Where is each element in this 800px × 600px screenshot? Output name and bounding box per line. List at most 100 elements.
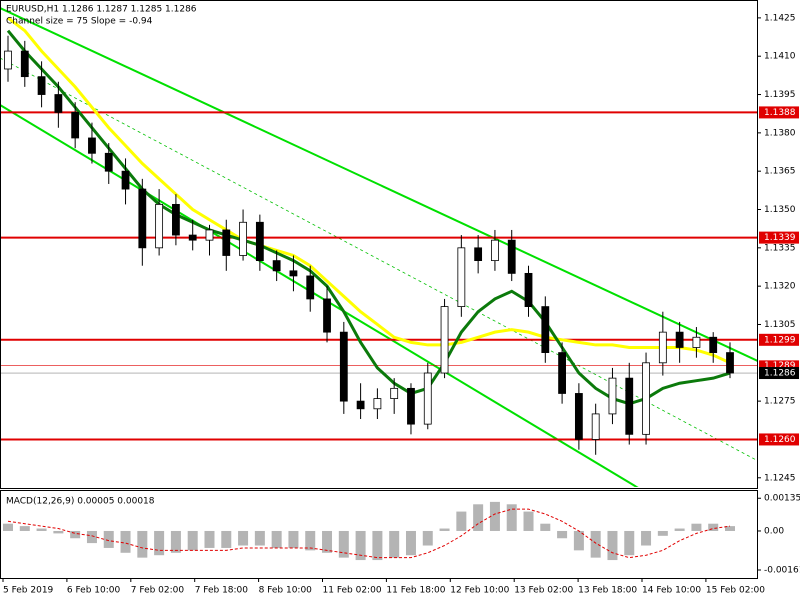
y-tick-label: 1.1245 xyxy=(764,473,796,483)
candle-body xyxy=(272,260,281,272)
candle-body xyxy=(138,188,147,249)
macd-bar xyxy=(422,530,433,546)
candle-body xyxy=(121,170,130,190)
macd-bar xyxy=(506,504,517,531)
candle-body xyxy=(323,298,331,333)
moving-average xyxy=(7,16,731,365)
candle-body xyxy=(172,203,180,236)
candle-body xyxy=(155,203,164,249)
macd-bar xyxy=(154,530,165,556)
candle-body xyxy=(205,229,214,241)
y-tick-label: 1.1320 xyxy=(764,282,796,292)
candle-body xyxy=(675,331,684,348)
x-tick-label: 8 Feb 10:00 xyxy=(259,586,313,596)
x-tick-label: 12 Feb 10:00 xyxy=(450,586,509,596)
candle-body xyxy=(658,331,667,364)
price-frame xyxy=(0,0,758,489)
macd-bar xyxy=(305,530,316,551)
macd-bar xyxy=(573,530,584,551)
candle-body xyxy=(88,137,96,154)
macd-bar xyxy=(120,530,131,553)
macd-bar xyxy=(540,523,551,531)
candle-body xyxy=(507,239,516,274)
candle-body xyxy=(642,362,650,435)
level-label-box xyxy=(759,106,799,119)
macd-title: MACD(12,26,9) 0.00005 0.00018 xyxy=(6,497,155,507)
y-tick-label: 1.1410 xyxy=(764,52,796,62)
candle-body xyxy=(591,413,600,440)
level-label-box xyxy=(759,333,799,346)
chart-subtitle: Channel size = 75 Slope = -0.94 xyxy=(6,17,153,27)
candle-body xyxy=(474,247,483,262)
candle-body xyxy=(373,398,382,410)
y-tick-label: 1.1275 xyxy=(764,397,796,407)
x-tick-label: 11 Feb 02:00 xyxy=(323,586,382,596)
x-tick-label: 14 Feb 10:00 xyxy=(642,586,701,596)
candle-body xyxy=(390,387,399,399)
candle-body xyxy=(608,377,617,415)
candle-body xyxy=(407,387,415,425)
x-tick-label: 15 Feb 02:00 xyxy=(706,586,765,596)
macd-bar xyxy=(674,528,685,531)
macd-bar xyxy=(86,530,97,544)
macd-bar xyxy=(557,530,568,539)
candle-body xyxy=(574,393,583,440)
candle-body xyxy=(423,372,432,425)
candle-body xyxy=(104,152,113,172)
macd-bar xyxy=(641,530,652,546)
y-tick-label: 1.1350 xyxy=(764,205,796,215)
x-tick-label: 6 Feb 10:00 xyxy=(67,586,121,596)
macd-bar xyxy=(624,530,635,556)
x-tick-label: 7 Feb 02:00 xyxy=(131,586,185,596)
candle-body xyxy=(188,234,197,241)
candle-body xyxy=(558,352,566,394)
macd-bar xyxy=(691,523,702,531)
candle-body xyxy=(306,275,315,300)
macd-tick-label: -0.00161 xyxy=(764,566,800,576)
macd-tick-label: 0.00 xyxy=(764,526,784,536)
x-tick-label: 13 Feb 02:00 xyxy=(514,586,573,596)
macd-bar xyxy=(36,528,47,531)
macd-bar xyxy=(70,530,81,539)
candle-body xyxy=(71,112,80,139)
candle-body xyxy=(692,336,701,348)
candle-body xyxy=(440,306,449,374)
y-tick-label: 1.1425 xyxy=(764,13,796,23)
macd-bar xyxy=(590,530,601,558)
candle-body xyxy=(289,270,298,277)
macd-bar xyxy=(288,530,299,548)
candle-body xyxy=(20,50,29,78)
x-tick-label: 13 Feb 18:00 xyxy=(578,586,637,596)
y-tick-label: 1.1380 xyxy=(764,128,796,138)
macd-tick-label: 0.00135 xyxy=(764,494,800,504)
macd-bar xyxy=(3,523,13,531)
last-level-label: 1.1289 xyxy=(764,361,796,371)
macd-bar xyxy=(372,530,383,561)
x-tick-label: 7 Feb 18:00 xyxy=(195,586,249,596)
level-label: 1.1299 xyxy=(764,335,796,345)
macd-bar xyxy=(708,523,719,531)
candle-body xyxy=(726,352,734,374)
macd-bar xyxy=(204,530,215,548)
price-panel xyxy=(1,16,757,455)
axes: 1.1425 1.1410 1.1395 1.1380 1.1365 1.1350 1.13… xyxy=(2,13,800,596)
macd-bar xyxy=(725,526,735,531)
candle-body xyxy=(491,239,499,262)
candle-body xyxy=(524,272,533,307)
candle-body xyxy=(239,221,247,256)
macd-bar xyxy=(19,526,30,531)
x-tick-label: 5 Feb 2019 xyxy=(3,586,54,596)
chart-title: EURUSD,H1 1.1286 1.1287 1.1285 1.1286 xyxy=(6,5,197,15)
current-price-label: 1.1286 xyxy=(764,369,796,379)
macd-bar xyxy=(657,530,668,536)
macd-bar xyxy=(170,530,181,553)
macd-bar xyxy=(238,530,249,546)
y-tick-label: 1.1365 xyxy=(764,167,796,177)
macd-bar xyxy=(338,530,349,558)
candle-body xyxy=(222,229,231,256)
macd-bar xyxy=(456,511,467,531)
macd-bar xyxy=(405,530,416,556)
candle-body xyxy=(54,94,63,113)
candle-body xyxy=(4,50,12,70)
